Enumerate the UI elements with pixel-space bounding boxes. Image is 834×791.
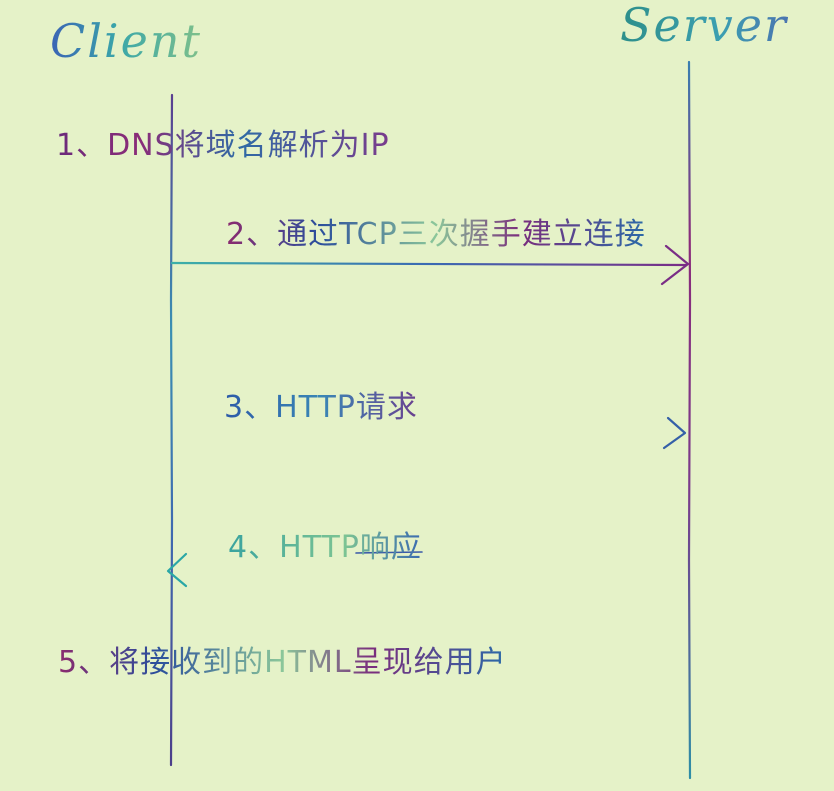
server-label: Server xyxy=(620,0,788,52)
step5-label: 5、将接收到的HTML呈现给用户 xyxy=(58,645,507,680)
client-label: Client xyxy=(50,14,202,68)
step4-underline xyxy=(355,551,423,554)
step1-label: 1、DNS将域名解析为IP xyxy=(56,128,390,163)
arrow-http-response-head xyxy=(166,552,188,588)
step2-label: 2、通过TCP三次握手建立连接 xyxy=(226,217,646,252)
client-lifeline xyxy=(169,93,174,767)
step4-label: 4、HTTP响应 xyxy=(228,530,422,565)
arrow-http-request-head xyxy=(662,416,687,450)
arrow-tcp-handshake-head xyxy=(660,244,690,286)
server-lifeline xyxy=(687,60,692,780)
step3-label: 3、HTTP请求 xyxy=(224,390,418,425)
arrow-tcp-handshake xyxy=(170,261,688,267)
